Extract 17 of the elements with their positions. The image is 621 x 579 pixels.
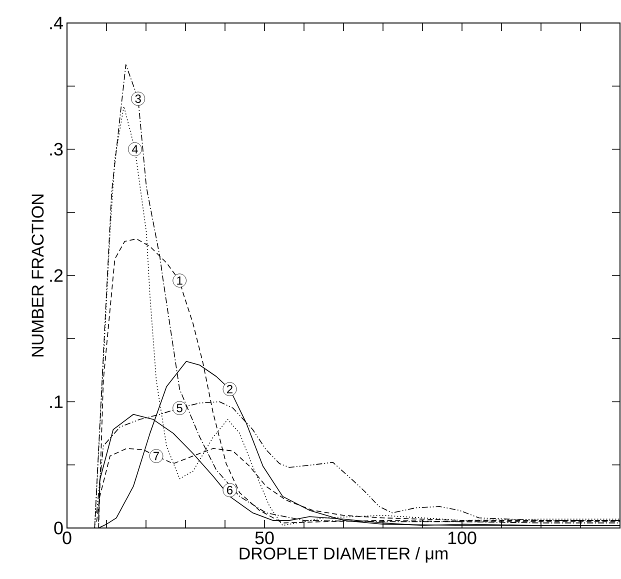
series-label: 6	[227, 486, 233, 494]
y-tick-label: .4	[50, 16, 63, 30]
x-axis-title: DROPLET DIAMETER / μm	[240, 547, 448, 563]
series-label: 4	[132, 145, 138, 154]
y-tick-label: .2	[50, 269, 63, 282]
y-tick-label: .1	[50, 396, 63, 408]
x-tick-label: 0	[62, 532, 72, 544]
series-label: 2	[227, 384, 232, 394]
series-label: 5	[176, 404, 182, 412]
series-label: 1	[177, 276, 182, 285]
y-axis-title: NUMBER FRACTION	[32, 194, 44, 356]
y-tick-label: 0	[54, 522, 63, 534]
y-tick-label: .3	[50, 142, 63, 156]
x-tick-label: 50	[255, 532, 274, 544]
series-label: 7	[154, 452, 159, 460]
series-label: 3	[135, 94, 141, 103]
x-tick-label: 100	[448, 532, 476, 544]
